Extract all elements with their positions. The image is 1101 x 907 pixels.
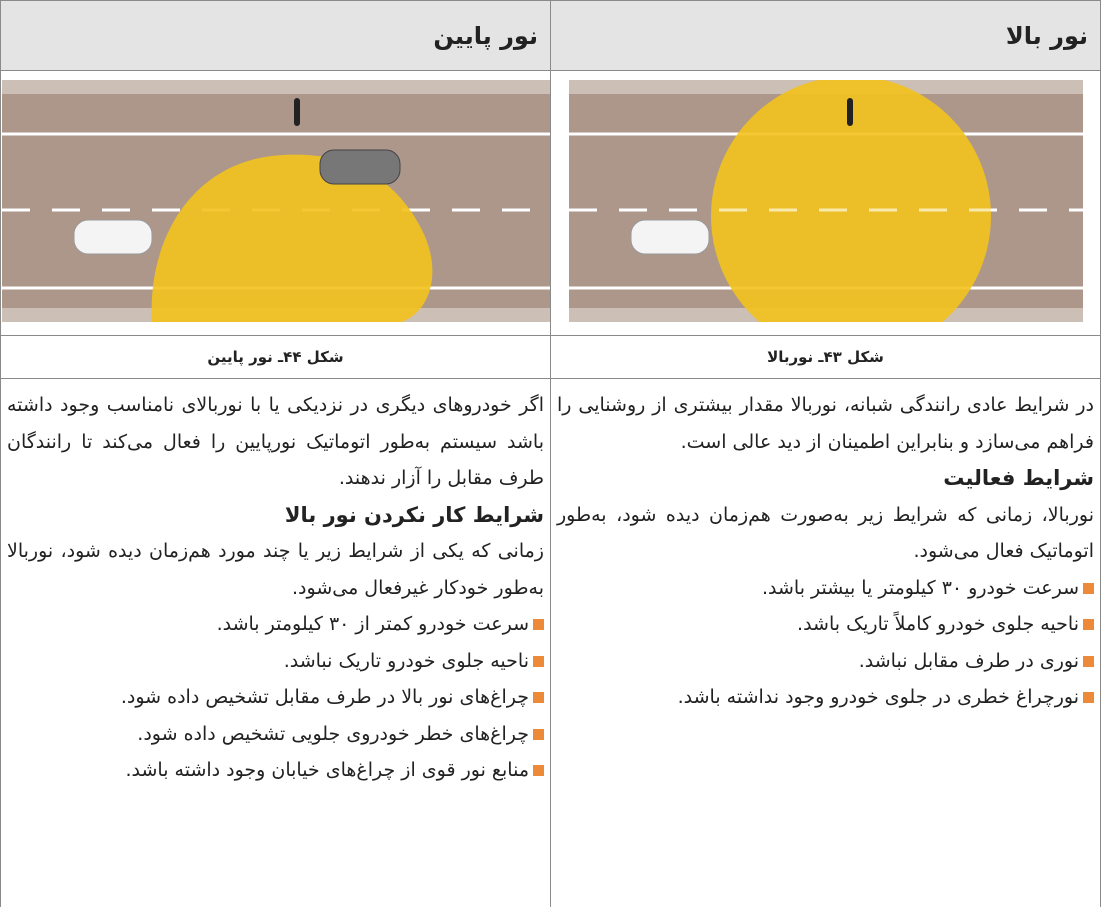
header-cell: نور پایین (1, 1, 551, 71)
paragraph: اگر خودروهای دیگری در نزدیکی یا با نوربا… (7, 387, 544, 497)
bullet-item: ناحیه جلوی خودرو تاریک نباشد. (7, 643, 544, 680)
bullet-item: منابع نور قوی از چراغ‌های خیابان وجود دا… (7, 752, 544, 789)
bullet-list: سرعت خودرو کمتر از ۳۰ کیلومتر باشد. ناحیه… (7, 606, 544, 789)
bullet-text: ناحیه جلوی خودرو کاملاً تاریک باشد. (797, 613, 1079, 635)
bullet-text: سرعت خودرو ۳۰ کیلومتر یا بیشتر باشد. (762, 577, 1079, 599)
bullet-text: سرعت خودرو کمتر از ۳۰ کیلومتر باشد. (217, 613, 529, 635)
bullet-text: منابع نور قوی از چراغ‌های خیابان وجود دا… (125, 759, 529, 781)
high-beam-figure (569, 80, 1083, 322)
bullet-item: نوری در طرف مقابل نباشد. (557, 643, 1094, 680)
bullet-marker (533, 656, 544, 667)
bullet-item: سرعت خودرو کمتر از ۳۰ کیلومتر باشد. (7, 606, 544, 643)
bullet-text: نورچراغ خطری در جلوی خودرو وجود نداشته ب… (678, 686, 1079, 708)
image-cell (1, 71, 551, 336)
paragraph: نوربالا، زمانی که شرایط زیر به‌صورت هم‌ز… (557, 497, 1094, 570)
bullet-marker (1083, 619, 1094, 630)
bullet-marker (1083, 656, 1094, 667)
bullet-item: سرعت خودرو ۳۰ کیلومتر یا بیشتر باشد. (557, 570, 1094, 607)
bullet-text: ناحیه جلوی خودرو تاریک نباشد. (284, 650, 529, 672)
heading: شرایط فعالیت (557, 460, 1094, 497)
paragraph: زمانی که یکی از شرایط زیر یا چند مورد هم… (7, 533, 544, 606)
bullet-text: چراغ‌های نور بالا در طرف مقابل تشخیص داد… (121, 686, 529, 708)
bullet-marker (533, 619, 544, 630)
text-cell: در شرایط عادی رانندگی شبانه، نوربالا مقد… (551, 379, 1101, 907)
header-cell: نور بالا (551, 1, 1101, 71)
low-beam-figure (2, 80, 550, 322)
bullet-marker (533, 765, 544, 776)
bullet-item: ناحیه جلوی خودرو کاملاً تاریک باشد. (557, 606, 1094, 643)
text-cell: اگر خودروهای دیگری در نزدیکی یا با نوربا… (1, 379, 551, 907)
bullet-item: چراغ‌های خطر خودروی جلویی تشخیص داده شود… (7, 716, 544, 753)
paragraph: در شرایط عادی رانندگی شبانه، نوربالا مقد… (557, 387, 1094, 460)
bullet-item: نورچراغ خطری در جلوی خودرو وجود نداشته ب… (557, 679, 1094, 716)
caption: شکل ۴۳ـ نوربالا (551, 336, 1101, 379)
bullet-text: نوری در طرف مقابل نباشد. (859, 650, 1079, 672)
caption: شکل ۴۴ـ نور پایین (1, 336, 551, 379)
bullet-list: سرعت خودرو ۳۰ کیلومتر یا بیشتر باشد. ناحی… (557, 570, 1094, 716)
bullet-text: چراغ‌های خطر خودروی جلویی تشخیص داده شود… (137, 723, 529, 745)
bullet-marker (1083, 583, 1094, 594)
bullet-item: چراغ‌های نور بالا در طرف مقابل تشخیص داد… (7, 679, 544, 716)
heading: شرایط کار نکردن نور بالا (7, 497, 544, 534)
bullet-marker (1083, 692, 1094, 703)
bullet-marker (533, 729, 544, 740)
bullet-marker (533, 692, 544, 703)
image-cell (551, 71, 1101, 336)
